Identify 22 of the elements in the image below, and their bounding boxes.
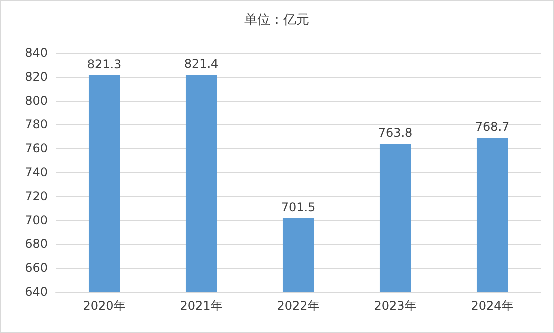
data-label: 821.4 bbox=[184, 57, 219, 72]
y-tick-label: 740 bbox=[25, 166, 48, 180]
x-tick-label: 2023年 bbox=[374, 299, 417, 313]
x-tick-label: 2020年 bbox=[83, 299, 126, 313]
data-label: 821.3 bbox=[87, 57, 122, 72]
y-tick-label: 800 bbox=[25, 94, 48, 108]
y-tick-label: 660 bbox=[25, 261, 48, 276]
data-label: 768.7 bbox=[475, 120, 510, 134]
chart-title: 单位：亿元 bbox=[244, 13, 310, 28]
y-tick-label: 760 bbox=[25, 142, 48, 156]
y-tick-label: 720 bbox=[25, 189, 48, 204]
y-tick-label: 820 bbox=[25, 70, 48, 84]
y-tick-label: 680 bbox=[25, 237, 48, 252]
x-tick-label: 2022年 bbox=[277, 299, 320, 313]
data-label: 763.8 bbox=[378, 126, 413, 140]
data-label: 701.5 bbox=[281, 200, 316, 215]
y-tick-label: 780 bbox=[25, 118, 48, 132]
y-tick-label: 700 bbox=[25, 213, 48, 228]
y-tick-label: 840 bbox=[25, 46, 48, 60]
x-tick-label: 2024年 bbox=[471, 299, 514, 313]
y-tick-label: 640 bbox=[25, 285, 48, 299]
x-tick-label: 2021年 bbox=[180, 299, 223, 313]
